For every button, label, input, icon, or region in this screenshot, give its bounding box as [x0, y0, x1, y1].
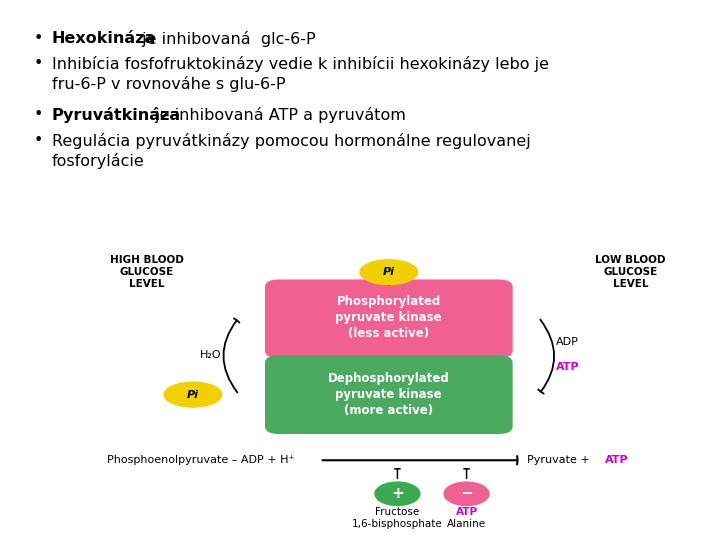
Text: Inhibícia fosfofruktokinázy vedie k inhibícii hexokinázy lebo je: Inhibícia fosfofruktokinázy vedie k inhi… [52, 56, 549, 72]
FancyBboxPatch shape [265, 355, 513, 434]
Text: Fructose
1,6-bisphosphate: Fructose 1,6-bisphosphate [352, 507, 443, 529]
Ellipse shape [360, 260, 418, 285]
Text: je inhibovaná ATP a pyruvátom: je inhibovaná ATP a pyruvátom [150, 107, 405, 124]
Text: Phosphorylated
pyruvate kinase
(less active): Phosphorylated pyruvate kinase (less act… [336, 295, 442, 340]
Text: Dephosphorylated
pyruvate kinase
(more active): Dephosphorylated pyruvate kinase (more a… [328, 372, 450, 417]
Text: H₂O: H₂O [200, 350, 222, 360]
Text: ATP: ATP [456, 507, 477, 517]
FancyBboxPatch shape [265, 280, 513, 358]
Text: Pi: Pi [187, 390, 199, 400]
Text: Pyruvátkináza: Pyruvátkináza [52, 107, 181, 124]
Text: fosforylácie: fosforylácie [52, 153, 145, 169]
Text: •: • [34, 133, 43, 148]
Ellipse shape [164, 382, 222, 407]
Text: Pi: Pi [383, 267, 395, 277]
Text: Pyruvate +: Pyruvate + [527, 455, 593, 465]
Ellipse shape [375, 482, 420, 505]
Ellipse shape [444, 482, 489, 505]
Text: •: • [34, 56, 43, 71]
Text: Phosphoenolpyruvate – ADP + H⁺: Phosphoenolpyruvate – ADP + H⁺ [107, 455, 294, 465]
Text: je inhibovaná  glc-6-P: je inhibovaná glc-6-P [137, 31, 315, 46]
Text: LOW BLOOD
GLUCOSE
LEVEL: LOW BLOOD GLUCOSE LEVEL [595, 255, 666, 289]
Text: ADP: ADP [556, 337, 579, 347]
Text: ATP: ATP [556, 362, 580, 372]
Text: Hexokináza: Hexokináza [52, 31, 156, 45]
Text: +: + [391, 487, 404, 501]
Text: fru-6-P v rovnováhe s glu-6-P: fru-6-P v rovnováhe s glu-6-P [52, 76, 285, 92]
Text: HIGH BLOOD
GLUCOSE
LEVEL: HIGH BLOOD GLUCOSE LEVEL [110, 255, 184, 289]
Text: Regulácia pyruvátkinázy pomocou hormonálne regulovanej: Regulácia pyruvátkinázy pomocou hormonál… [52, 133, 531, 149]
Text: Alanine: Alanine [447, 518, 486, 529]
Text: •: • [34, 107, 43, 123]
Text: −: − [460, 487, 473, 501]
Text: •: • [34, 31, 43, 45]
Text: ATP: ATP [605, 455, 629, 465]
